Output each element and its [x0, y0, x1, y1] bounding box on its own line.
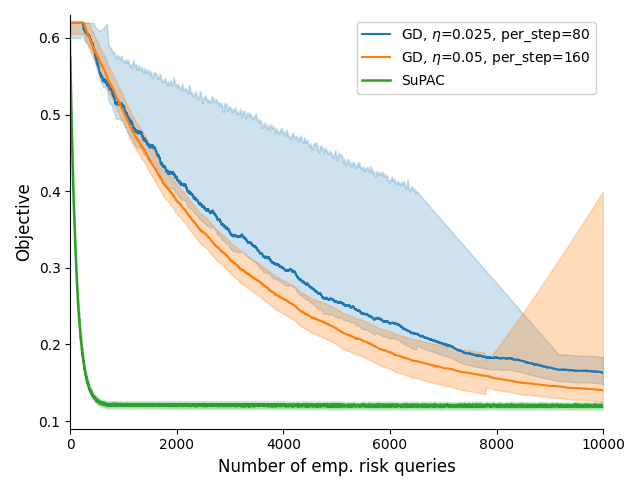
GD, $\eta$=0.05, per_step=160 [67, 20, 74, 26]
GD, $\eta$=0.025, per_step=80 [99, 73, 106, 79]
GD, $\eta$=0.025, per_step=80 [327, 296, 335, 302]
GD, $\eta$=0.025, per_step=80 [571, 368, 579, 374]
Y-axis label: Objective: Objective [15, 183, 33, 261]
GD, $\eta$=0.025, per_step=80 [598, 370, 606, 376]
GD, $\eta$=0.025, per_step=80 [599, 370, 607, 376]
GD, $\eta$=0.05, per_step=160 [69, 20, 77, 26]
SuPAC [571, 403, 579, 409]
SuPAC [67, 55, 74, 60]
GD, $\eta$=0.05, per_step=160 [571, 385, 579, 391]
SuPAC [88, 392, 96, 398]
X-axis label: Number of emp. risk queries: Number of emp. risk queries [218, 458, 456, 476]
SuPAC [171, 403, 179, 409]
SuPAC [327, 403, 335, 409]
GD, $\eta$=0.025, per_step=80 [67, 20, 74, 26]
SuPAC [599, 403, 607, 409]
SuPAC [99, 400, 106, 406]
GD, $\eta$=0.025, per_step=80 [88, 41, 96, 47]
GD, $\eta$=0.05, per_step=160 [171, 194, 179, 200]
Line: SuPAC: SuPAC [70, 57, 603, 407]
Legend: GD, $\eta$=0.025, per_step=80, GD, $\eta$=0.05, per_step=160, SuPAC: GD, $\eta$=0.025, per_step=80, GD, $\eta… [356, 22, 596, 93]
GD, $\eta$=0.05, per_step=160 [327, 323, 335, 328]
GD, $\eta$=0.05, per_step=160 [599, 387, 607, 393]
GD, $\eta$=0.05, per_step=160 [99, 63, 106, 69]
GD, $\eta$=0.05, per_step=160 [598, 387, 606, 393]
Line: GD, $\eta$=0.05, per_step=160: GD, $\eta$=0.05, per_step=160 [70, 23, 603, 390]
Line: GD, $\eta$=0.025, per_step=80: GD, $\eta$=0.025, per_step=80 [70, 23, 603, 373]
GD, $\eta$=0.05, per_step=160 [88, 42, 96, 48]
SuPAC [531, 404, 538, 410]
GD, $\eta$=0.025, per_step=80 [69, 20, 77, 26]
SuPAC [69, 163, 77, 169]
GD, $\eta$=0.025, per_step=80 [171, 172, 179, 178]
